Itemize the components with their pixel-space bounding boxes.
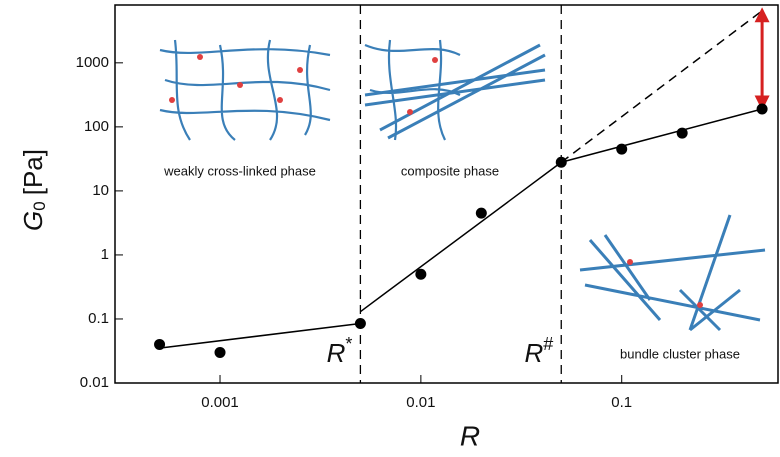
- fit-line: [561, 11, 762, 162]
- boundary-label-main: R: [524, 338, 543, 368]
- y-tick-label: 0.1: [88, 310, 109, 327]
- y-tick-label: 0.01: [80, 374, 109, 391]
- y-tick-label: 1000: [76, 54, 109, 71]
- x-tick-label: 0.01: [406, 394, 435, 411]
- phase-label: weakly cross-linked phase: [163, 163, 316, 178]
- x-axis-label: R: [460, 420, 480, 451]
- data-point: [154, 339, 165, 350]
- phase-label: composite phase: [401, 163, 499, 178]
- y-label-unit: [Pa]: [18, 149, 48, 195]
- phase-label: bundle cluster phase: [620, 346, 740, 361]
- data-point: [757, 104, 768, 115]
- fiber-illustrations: [160, 40, 765, 330]
- data-point: [215, 347, 226, 358]
- y-axis-label: G0 [Pa]: [18, 149, 50, 231]
- fit-line: [561, 109, 762, 162]
- x-tick-label: 0.1: [611, 394, 632, 411]
- boundary-label: R#: [524, 334, 553, 368]
- plot-frame: [115, 5, 778, 383]
- y-tick-label: 1: [101, 246, 109, 263]
- y-tick-label: 10: [92, 182, 109, 199]
- boundary-label-main: R: [327, 338, 346, 368]
- boundary-label-sup: *: [345, 334, 352, 354]
- y-tick-label: 100: [84, 118, 109, 135]
- data-point: [415, 269, 426, 280]
- fit-line: [360, 162, 561, 311]
- x-tick-label: 0.001: [201, 394, 239, 411]
- data-point: [476, 208, 487, 219]
- chart: G0[Pa] R 0.0010.010.10.010.11101001000R*…: [0, 0, 780, 457]
- y-label-sub: 0: [30, 201, 49, 210]
- data-point: [616, 144, 627, 155]
- data-point: [556, 157, 567, 168]
- data-point: [677, 128, 688, 139]
- boundary-label-sup: #: [543, 334, 553, 354]
- data-point: [355, 318, 366, 329]
- boundary-label: R*: [327, 334, 353, 368]
- y-label-main: G: [18, 211, 48, 231]
